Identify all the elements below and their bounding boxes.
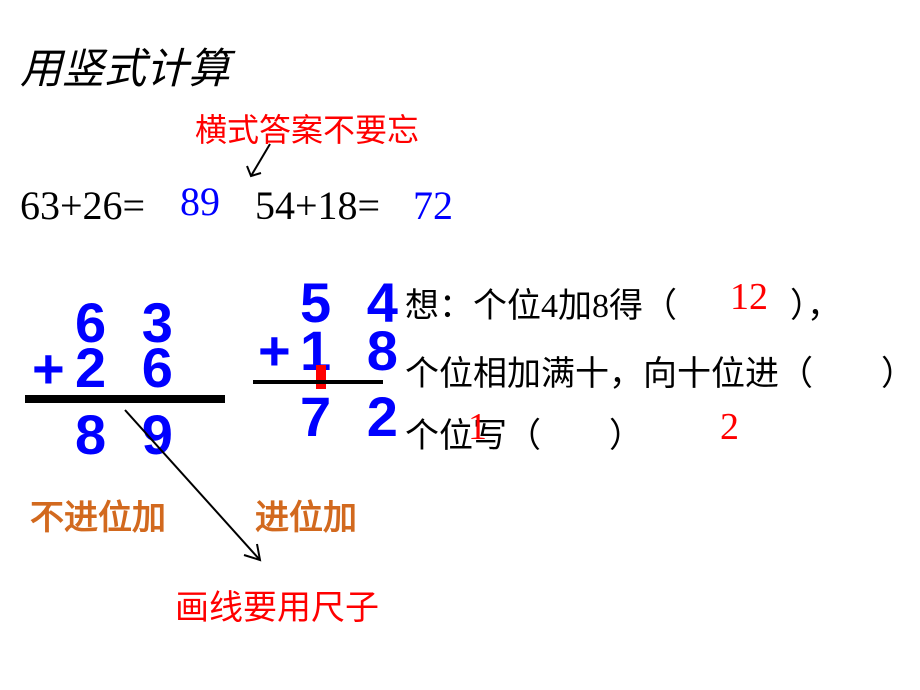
reminder-top: 横式答案不要忘 (195, 105, 419, 151)
vertical2-plus: + (258, 318, 291, 383)
explain-carry-answer: 1 (468, 405, 487, 449)
vertical1-plus: + (32, 336, 65, 401)
explain-line1-pre: 想：个位4加8得（ (405, 278, 677, 327)
equation-1-lhs: 63+26= (20, 182, 145, 229)
page-title: 用竖式计算 (20, 35, 230, 96)
reminder-bottom: 画线要用尺子 (175, 580, 379, 629)
arrow-down-icon (245, 142, 285, 182)
equation-2-answer: 72 (413, 182, 453, 229)
explain-line3: 个位写（ ） (405, 408, 643, 457)
explain-line1-answer: 12 (730, 275, 768, 319)
vertical2-sum: 7 2 (300, 384, 408, 449)
explain-line2: 个位相加满十，向十位进（ ） (405, 346, 915, 395)
equation-2-lhs: 54+18= (255, 182, 380, 229)
vertical1-addend: 2 6 (75, 335, 183, 400)
equation-1-answer: 89 (180, 178, 220, 225)
arrow-to-line-icon (120, 405, 290, 575)
explain-line1-post: ）， (790, 278, 841, 327)
explain-ones-answer: 2 (720, 405, 739, 449)
